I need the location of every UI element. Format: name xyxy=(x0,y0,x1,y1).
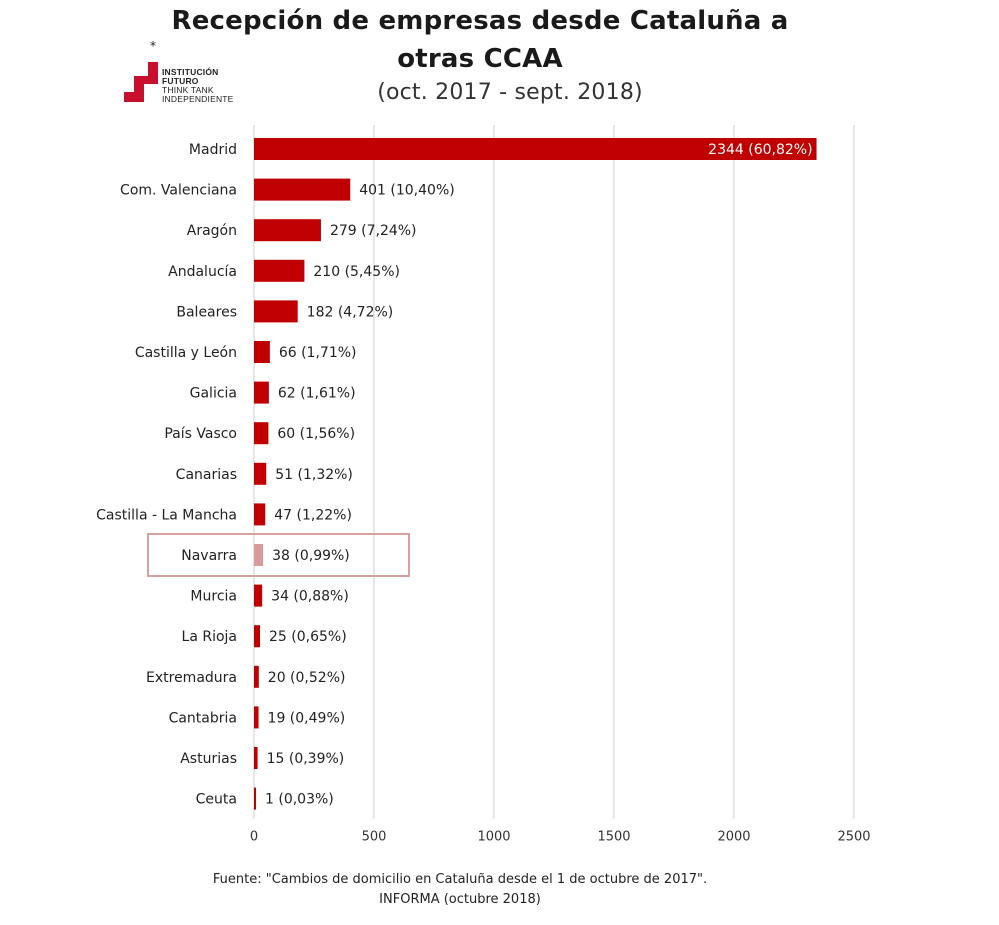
data-label: 25 (0,65%) xyxy=(269,629,347,645)
data-label: 20 (0,52%) xyxy=(268,670,346,686)
category-label: Aragón xyxy=(187,223,237,239)
data-label: 210 (5,45%) xyxy=(313,264,400,280)
chart-title-line1: Recepción de empresas desde Cataluña a xyxy=(171,6,789,36)
data-label: 60 (1,56%) xyxy=(277,426,355,442)
bar xyxy=(254,503,266,526)
data-label: 38 (0,99%) xyxy=(272,548,350,564)
category-label: La Rioja xyxy=(182,629,237,645)
data-label: 401 (10,40%) xyxy=(359,183,454,199)
category-label: Cantabria xyxy=(169,710,237,726)
data-label: 1 (0,03%) xyxy=(265,792,334,808)
category-label: Com. Valenciana xyxy=(120,183,237,199)
category-label: Canarias xyxy=(176,467,237,483)
data-label: 15 (0,39%) xyxy=(267,751,345,767)
category-label: País Vasco xyxy=(164,426,237,442)
bar xyxy=(254,544,264,566)
bar xyxy=(254,584,263,607)
category-label: Castilla - La Mancha xyxy=(96,507,237,523)
source-note-line1: Fuente: "Cambios de domicilio en Cataluñ… xyxy=(212,872,708,887)
x-tick-label: 500 xyxy=(362,830,387,845)
data-label: 182 (4,72%) xyxy=(307,304,394,320)
bar xyxy=(254,341,270,363)
x-tick-label: 1500 xyxy=(597,830,630,845)
bar xyxy=(254,665,259,688)
data-label: 66 (1,71%) xyxy=(279,345,357,361)
category-label: Navarra xyxy=(181,548,237,564)
svg-text:*: * xyxy=(150,39,156,53)
logo-text-line1: INSTITUCIÓN xyxy=(162,67,219,77)
bar xyxy=(254,747,258,769)
category-label: Asturias xyxy=(180,751,237,767)
bar xyxy=(254,138,817,160)
bar xyxy=(254,219,321,242)
category-label: Galicia xyxy=(190,386,237,402)
bar xyxy=(254,259,305,282)
bar xyxy=(254,706,259,729)
data-label: 62 (1,61%) xyxy=(278,386,356,402)
bar xyxy=(254,625,260,648)
source-note-line2: INFORMA (octubre 2018) xyxy=(379,892,541,907)
chart-subtitle: (oct. 2017 - sept. 2018) xyxy=(377,80,643,105)
x-tick-label: 0 xyxy=(250,830,258,845)
institucion-futuro-logo-icon: * xyxy=(124,39,158,102)
category-label: Extremadura xyxy=(146,670,237,686)
data-label: 2344 (60,82%) xyxy=(708,142,812,158)
category-label: Castilla y León xyxy=(135,345,237,361)
x-tick-label: 1000 xyxy=(477,830,510,845)
category-label: Murcia xyxy=(190,589,237,605)
data-label: 51 (1,32%) xyxy=(275,467,353,483)
bar xyxy=(254,422,269,445)
bar xyxy=(254,381,269,404)
logo-text-line4: INDEPENDIENTE xyxy=(162,94,234,104)
bar xyxy=(254,787,256,810)
category-label: Madrid xyxy=(189,142,237,158)
category-label: Andalucía xyxy=(168,264,237,280)
category-label: Baleares xyxy=(176,304,237,320)
x-tick-label: 2000 xyxy=(717,830,750,845)
bar xyxy=(254,300,298,323)
data-label: 279 (7,24%) xyxy=(330,223,417,239)
category-label: Ceuta xyxy=(196,792,237,808)
data-label: 34 (0,88%) xyxy=(271,589,349,605)
highlight-box xyxy=(147,533,410,577)
data-label: 19 (0,49%) xyxy=(268,710,346,726)
bar xyxy=(254,178,351,201)
logo-text-line3: THINK TANK xyxy=(162,85,214,95)
x-tick-label: 2500 xyxy=(837,830,870,845)
logo-text-line2: FUTURO xyxy=(162,76,199,86)
chart-title-line2: otras CCAA xyxy=(397,44,563,74)
data-label: 47 (1,22%) xyxy=(274,507,352,523)
bar xyxy=(254,462,267,485)
